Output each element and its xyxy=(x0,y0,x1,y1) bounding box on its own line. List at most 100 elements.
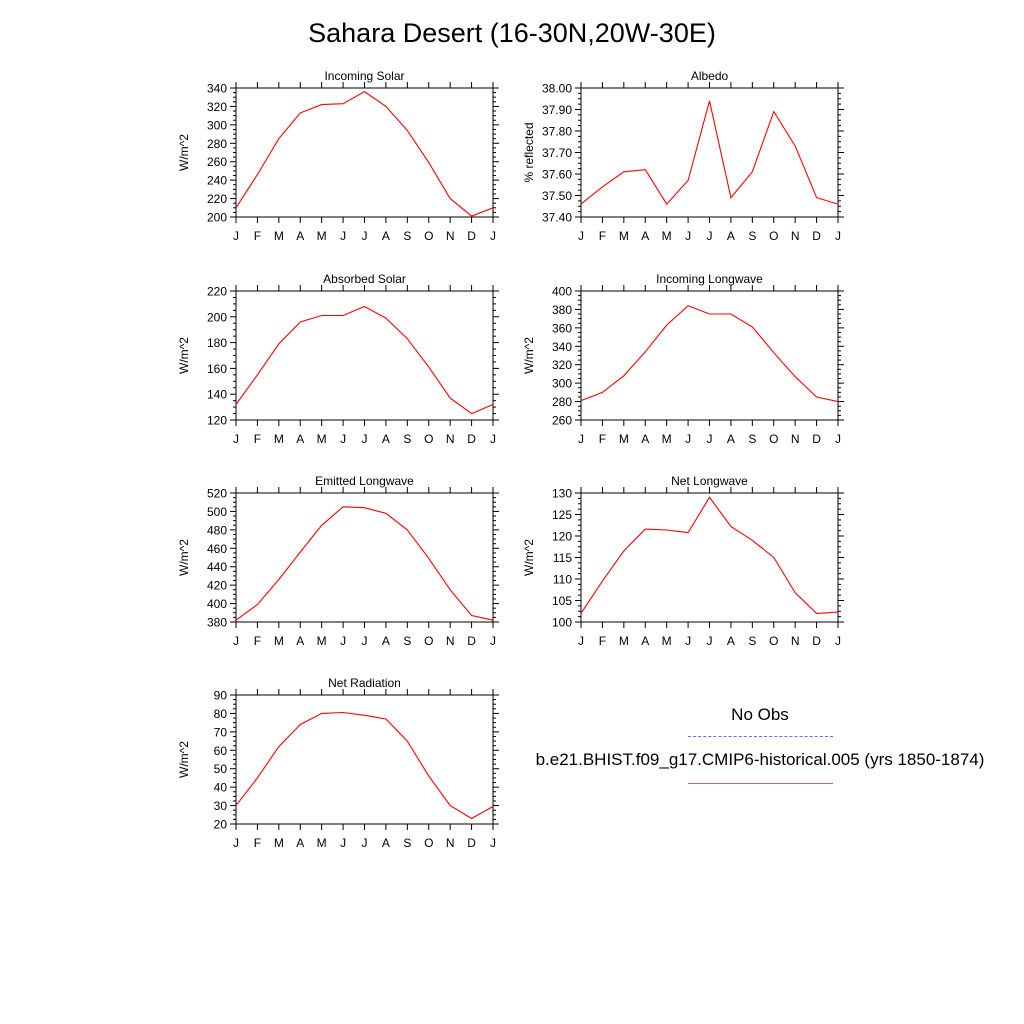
x-tick-label: N xyxy=(446,836,455,850)
x-tick-label: J xyxy=(685,432,691,446)
y-tick-label: 38.00 xyxy=(542,82,572,96)
y-tick-label: 130 xyxy=(552,487,572,501)
plot-frame xyxy=(580,290,839,421)
x-tick-label: A xyxy=(382,836,390,850)
chart-panel: Albedo % reflected 37.40 37.50 37.60 37.70 37.… xyxy=(522,69,844,243)
y-tick-label: 20 xyxy=(214,818,228,832)
y-tick-label: 280 xyxy=(207,137,227,151)
y-tick-label: 380 xyxy=(552,303,572,317)
plot-frame xyxy=(235,694,494,825)
x-tick-label: S xyxy=(748,229,756,243)
x-tick-label: J xyxy=(685,634,691,648)
x-tick-label: M xyxy=(274,229,284,243)
x-tick-label: J xyxy=(578,634,584,648)
plot-frame xyxy=(235,87,494,218)
x-tick-label: D xyxy=(467,432,476,446)
y-tick-label: 120 xyxy=(552,530,572,544)
y-axis-label: % reflected xyxy=(522,122,536,182)
chart-title: Incoming Longwave xyxy=(656,272,763,286)
x-tick-label: A xyxy=(296,229,304,243)
x-tick-label: J xyxy=(340,836,346,850)
y-tick-label: 60 xyxy=(214,744,228,758)
chart-title: Incoming Solar xyxy=(324,69,404,83)
x-tick-label: N xyxy=(446,634,455,648)
y-tick-label: 360 xyxy=(552,321,572,335)
chart-panel: Emitted Longwave W/m^2 380 400 420 440 460 480 5… xyxy=(177,474,499,648)
x-tick-label: F xyxy=(254,836,261,850)
x-tick-label: N xyxy=(791,229,800,243)
y-axis-label: W/m^2 xyxy=(177,134,191,171)
x-tick-label: O xyxy=(424,229,433,243)
x-tick-label: O xyxy=(769,432,778,446)
legend-model-label: b.e21.BHIST.f09_g17.CMIP6-historical.005… xyxy=(535,750,985,769)
legend-obs-label: No Obs xyxy=(731,705,789,724)
x-tick-label: J xyxy=(233,836,239,850)
y-tick-label: 500 xyxy=(207,505,227,519)
x-tick-label: N xyxy=(446,432,455,446)
chart-panel: Incoming Longwave W/m^2 260 280 300 320 340 360… xyxy=(522,272,844,446)
x-tick-label: N xyxy=(791,634,800,648)
x-tick-label: N xyxy=(446,229,455,243)
x-tick-label: O xyxy=(424,432,433,446)
y-tick-label: 220 xyxy=(207,192,227,206)
x-tick-label: M xyxy=(317,432,327,446)
y-tick-label: 50 xyxy=(214,762,228,776)
y-tick-label: 200 xyxy=(207,310,227,324)
x-tick-label: J xyxy=(578,229,584,243)
x-tick-label: J xyxy=(340,634,346,648)
x-tick-label: A xyxy=(382,634,390,648)
x-tick-label: J xyxy=(835,634,841,648)
series-line xyxy=(580,496,839,614)
x-tick-label: D xyxy=(812,432,821,446)
x-tick-label: S xyxy=(403,836,411,850)
x-tick-label: M xyxy=(317,229,327,243)
y-tick-label: 340 xyxy=(207,82,227,96)
chart-title: Net Longwave xyxy=(671,474,748,488)
y-tick-label: 37.60 xyxy=(542,168,572,182)
page-title: Sahara Desert (16-30N,20W-30E) xyxy=(308,18,716,48)
chart-title: Emitted Longwave xyxy=(315,474,414,488)
y-tick-label: 40 xyxy=(214,781,228,795)
y-tick-label: 400 xyxy=(552,285,572,299)
x-tick-label: M xyxy=(619,432,629,446)
x-tick-label: A xyxy=(382,432,390,446)
y-tick-label: 100 xyxy=(552,616,572,630)
x-tick-label: J xyxy=(340,229,346,243)
x-tick-label: S xyxy=(748,432,756,446)
y-tick-label: 440 xyxy=(207,560,227,574)
chart-title: Net Radiation xyxy=(328,676,401,690)
y-tick-label: 200 xyxy=(207,211,227,225)
x-tick-label: S xyxy=(403,634,411,648)
y-tick-label: 115 xyxy=(553,551,572,565)
y-tick-label: 300 xyxy=(207,118,227,132)
chart-panel: Net Longwave W/m^2 100 105 110 115 120 125 130 J F… xyxy=(522,474,844,648)
x-tick-label: F xyxy=(599,432,606,446)
x-tick-label: M xyxy=(317,634,327,648)
x-tick-label: D xyxy=(812,229,821,243)
y-axis-label: W/m^2 xyxy=(177,539,191,576)
y-tick-label: 260 xyxy=(552,414,572,428)
x-tick-label: A xyxy=(727,229,735,243)
y-tick-label: 110 xyxy=(553,573,572,587)
x-tick-label: M xyxy=(662,634,672,648)
x-tick-label: M xyxy=(662,229,672,243)
x-tick-label: M xyxy=(274,836,284,850)
x-tick-label: D xyxy=(812,634,821,648)
y-tick-label: 400 xyxy=(207,597,227,611)
x-tick-label: A xyxy=(296,432,304,446)
y-axis-label: W/m^2 xyxy=(177,741,191,778)
y-tick-label: 37.40 xyxy=(542,211,572,225)
x-tick-label: A xyxy=(641,432,649,446)
y-tick-label: 460 xyxy=(207,542,227,556)
x-tick-label: J xyxy=(362,634,368,648)
series-line xyxy=(580,100,839,206)
y-axis-label: W/m^2 xyxy=(177,337,191,374)
x-tick-label: J xyxy=(578,432,584,446)
y-tick-label: 80 xyxy=(214,707,228,721)
y-tick-label: 70 xyxy=(214,725,228,739)
x-tick-label: A xyxy=(641,634,649,648)
plot-frame xyxy=(235,492,494,623)
x-tick-label: O xyxy=(424,836,433,850)
